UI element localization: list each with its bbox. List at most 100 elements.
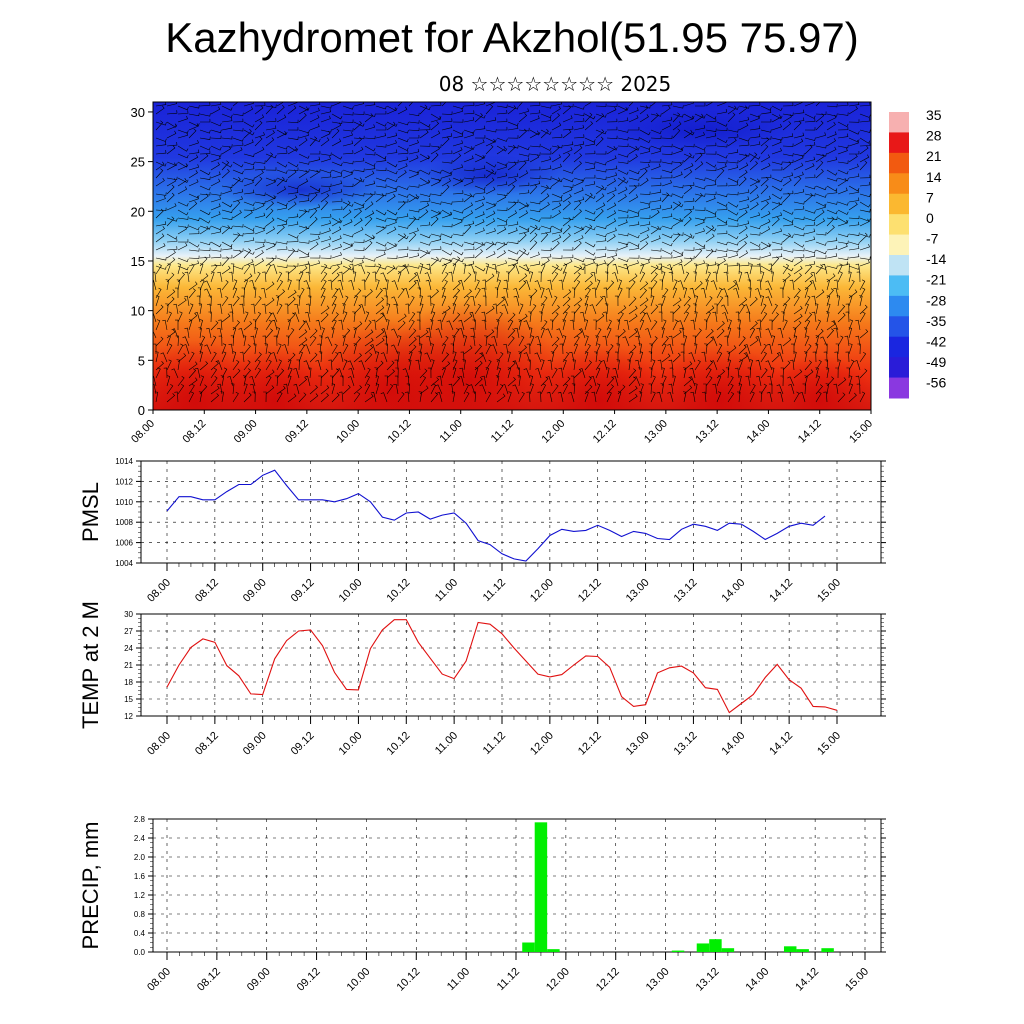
wind-barb xyxy=(408,169,420,174)
wind-barb xyxy=(562,247,574,251)
wind-barb xyxy=(265,297,275,307)
wind-barb xyxy=(320,173,332,179)
wind-barb xyxy=(430,359,435,371)
wind-barb xyxy=(275,295,280,307)
wind-barb xyxy=(771,228,782,235)
wind-barb xyxy=(276,130,287,139)
wind-barb xyxy=(595,161,607,166)
wind-barb xyxy=(551,255,563,259)
wind-barb xyxy=(364,345,374,355)
wind-barb xyxy=(210,135,222,139)
wind-barb xyxy=(331,295,338,307)
wind-barb xyxy=(815,218,826,227)
wind-barb xyxy=(815,209,825,219)
wind-barb xyxy=(441,263,447,275)
temp-series-line xyxy=(166,619,838,714)
wind-barb xyxy=(396,351,400,363)
wind-barb xyxy=(540,128,549,139)
wind-barb xyxy=(188,368,197,379)
wind-barb xyxy=(815,102,821,107)
wind-barb xyxy=(825,383,830,395)
wind-barb xyxy=(331,120,343,125)
wind-barb xyxy=(859,117,871,123)
wind-barb xyxy=(243,209,253,219)
wind-barb xyxy=(848,221,860,227)
wind-barb xyxy=(606,384,614,395)
wind-barb xyxy=(672,113,684,118)
wind-barb xyxy=(749,232,761,236)
wind-barb xyxy=(165,303,169,315)
wind-barb xyxy=(418,343,423,355)
wind-barb xyxy=(177,376,185,387)
wind-barb xyxy=(793,205,805,211)
wind-barb xyxy=(628,107,639,115)
wind-barb xyxy=(177,153,189,159)
wind-barb xyxy=(815,391,822,403)
wind-barb xyxy=(503,287,509,299)
wind-barb xyxy=(617,241,629,246)
wind-barb xyxy=(507,227,518,235)
wind-barb xyxy=(210,153,222,157)
wind-barb xyxy=(342,218,353,227)
wind-barb xyxy=(320,287,326,299)
precip-bar xyxy=(821,948,834,952)
wind-barb xyxy=(470,295,476,307)
wind-barb xyxy=(804,118,816,123)
wind-barb xyxy=(584,256,596,260)
wind-barb xyxy=(347,376,355,387)
wind-barb xyxy=(221,295,229,307)
wind-barb xyxy=(617,214,629,219)
wind-barb xyxy=(658,311,663,323)
wind-barb xyxy=(482,295,487,307)
wind-barb xyxy=(320,312,329,323)
wind-barb xyxy=(188,128,197,139)
wind-barb xyxy=(230,383,235,395)
wind-barb xyxy=(474,360,483,371)
wind-barb xyxy=(837,177,849,182)
wind-barb xyxy=(540,184,549,195)
wind-barb xyxy=(738,122,749,131)
wind-barb xyxy=(683,255,695,260)
wind-barb xyxy=(683,391,687,403)
wind-barb xyxy=(518,210,529,219)
wind-barb xyxy=(331,218,342,227)
wind-barb xyxy=(705,248,714,259)
wind-barb xyxy=(331,122,342,131)
wind-barb xyxy=(441,361,451,371)
wind-barb xyxy=(716,160,728,164)
wind-barb xyxy=(243,165,255,171)
wind-barb xyxy=(749,256,761,260)
wind-barb xyxy=(243,264,251,275)
wind-barb xyxy=(188,217,200,221)
wind-barb xyxy=(540,156,551,163)
wind-barb xyxy=(397,225,409,229)
wind-barb xyxy=(680,343,685,355)
wind-barb xyxy=(188,179,199,187)
precip-bar xyxy=(534,822,548,952)
wind-barb xyxy=(199,169,211,176)
wind-barb xyxy=(650,182,662,187)
wind-barb xyxy=(804,273,814,283)
wind-barb xyxy=(771,123,782,131)
wind-barb xyxy=(507,351,511,363)
wind-barb xyxy=(184,327,190,339)
wind-barb xyxy=(507,264,516,275)
wind-barb xyxy=(320,183,332,188)
wind-barb xyxy=(650,175,662,179)
y-tick-label: 21 xyxy=(124,661,133,670)
wind-barb xyxy=(155,221,167,227)
wind-barb xyxy=(331,383,336,395)
wind-barb xyxy=(331,188,343,195)
wind-barb xyxy=(779,287,784,299)
wind-barb xyxy=(166,162,177,171)
wind-barb xyxy=(342,233,354,238)
wind-barb xyxy=(815,132,826,139)
wind-barb xyxy=(430,144,442,148)
wind-barb xyxy=(857,343,861,355)
wind-barb xyxy=(408,148,420,155)
wind-barb xyxy=(243,106,254,115)
wind-barb xyxy=(661,225,673,230)
wind-barb xyxy=(265,200,274,211)
wind-barb xyxy=(408,351,413,363)
wind-barb xyxy=(397,169,407,179)
